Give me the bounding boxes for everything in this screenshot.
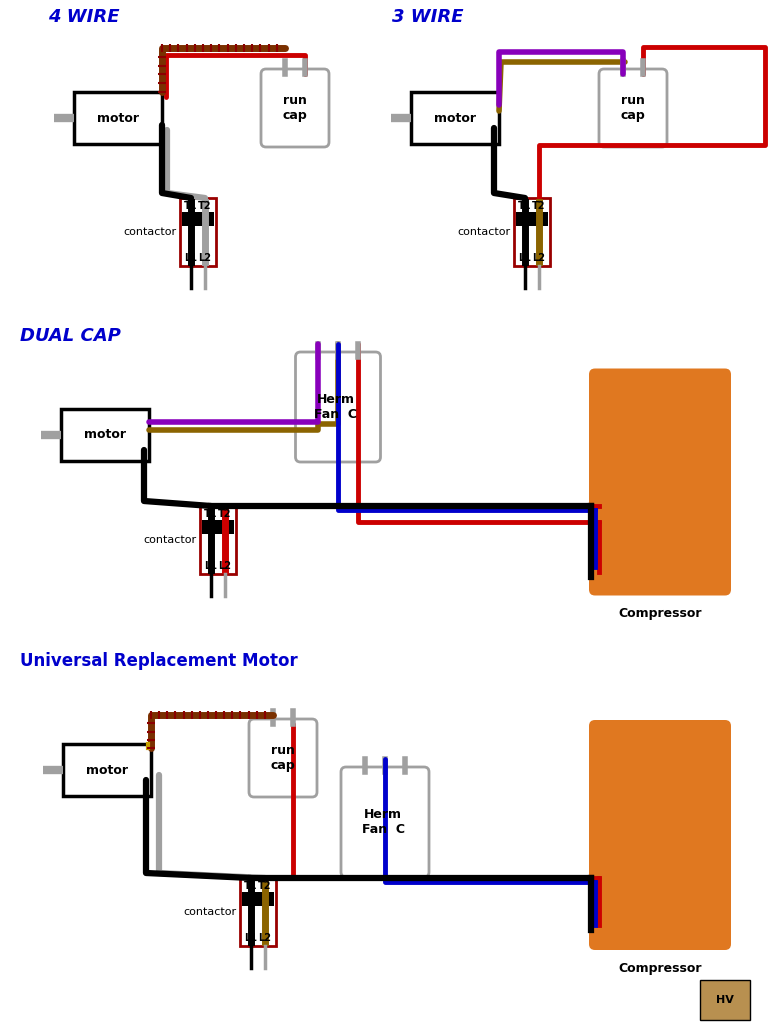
Text: Universal Replacement Motor: Universal Replacement Motor [20,652,298,670]
Bar [202,520,234,534]
Text: DUAL CAP: DUAL CAP [20,327,121,345]
Bar [63,744,151,796]
Bar [516,212,548,226]
FancyBboxPatch shape [249,719,317,797]
Text: motor: motor [86,764,128,776]
Bar [182,212,214,226]
Bar [74,92,162,144]
Text: Herm
Fan  C: Herm Fan C [362,808,404,836]
FancyBboxPatch shape [589,720,731,950]
Text: T2: T2 [258,881,272,891]
Text: Compressor: Compressor [618,607,702,621]
Text: L2: L2 [199,253,212,263]
Text: L1: L1 [185,253,197,263]
Text: contactor: contactor [183,907,236,918]
Text: motor: motor [97,112,139,125]
FancyBboxPatch shape [295,352,380,462]
Text: T2: T2 [198,201,212,211]
FancyBboxPatch shape [599,69,667,147]
Text: motor: motor [434,112,476,125]
Text: L2: L2 [258,933,271,943]
Text: Compressor: Compressor [618,962,702,975]
Text: run
cap: run cap [283,94,308,122]
Text: L2: L2 [533,253,546,263]
Text: T1: T1 [518,201,532,211]
Text: run
cap: run cap [271,744,295,772]
Text: T2: T2 [218,509,232,519]
Text: T1: T1 [184,201,198,211]
Bar [180,198,216,266]
Text: Herm
Fan  C: Herm Fan C [315,393,357,421]
Text: L2: L2 [219,561,231,571]
Text: motor: motor [84,428,126,441]
Text: contactor: contactor [143,535,196,545]
Text: L1: L1 [205,561,217,571]
Text: HV: HV [716,995,734,1005]
FancyBboxPatch shape [589,369,731,596]
Bar [242,892,274,906]
Text: L1: L1 [244,933,257,943]
Bar [514,198,550,266]
Text: L1: L1 [519,253,532,263]
Text: 3 WIRE: 3 WIRE [392,8,464,26]
Bar [200,506,236,574]
Bar [700,980,750,1020]
Text: contactor: contactor [457,227,510,237]
Text: 4 WIRE: 4 WIRE [48,8,120,26]
FancyBboxPatch shape [261,69,329,147]
Bar [61,409,149,461]
Bar [240,878,276,946]
Text: T2: T2 [533,201,546,211]
Text: contactor: contactor [123,227,176,237]
Text: run
cap: run cap [621,94,645,122]
Text: T1: T1 [204,509,218,519]
FancyBboxPatch shape [341,767,429,877]
Bar [411,92,499,144]
Text: T1: T1 [244,881,257,891]
